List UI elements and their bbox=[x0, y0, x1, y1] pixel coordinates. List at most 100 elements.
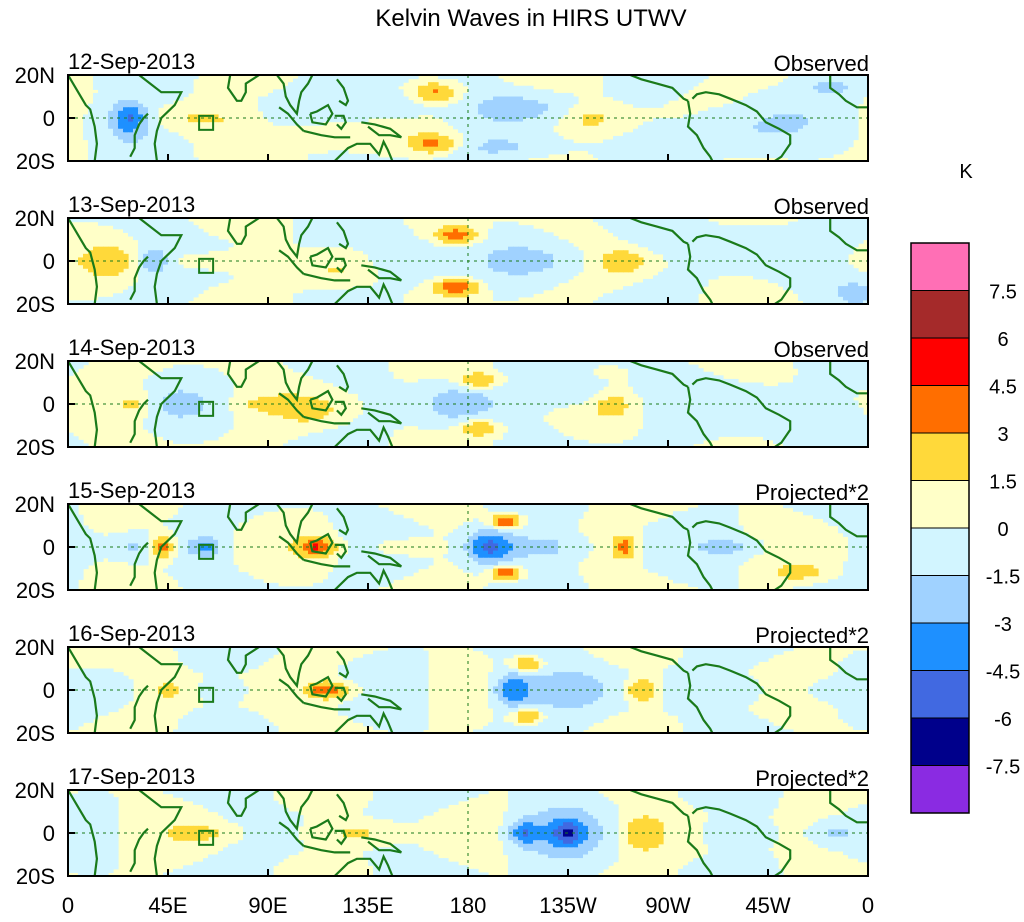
anomaly-cell bbox=[453, 228, 459, 233]
anomaly-cell bbox=[833, 261, 839, 266]
anomaly-cell bbox=[623, 157, 629, 161]
anomaly-cell bbox=[518, 246, 524, 251]
anomaly-cell bbox=[608, 261, 614, 266]
anomaly-cell bbox=[523, 243, 529, 248]
anomaly-cell bbox=[418, 246, 424, 251]
anomaly-cell bbox=[823, 146, 829, 151]
anomaly-cell bbox=[338, 118, 344, 123]
anomaly-cell bbox=[628, 100, 634, 105]
anomaly-cell bbox=[723, 121, 729, 126]
anomaly-cell bbox=[98, 221, 104, 226]
anomaly-cell bbox=[683, 261, 689, 266]
anomaly-cell bbox=[78, 257, 84, 262]
anomaly-cell bbox=[328, 78, 334, 83]
anomaly-cell bbox=[658, 228, 664, 233]
anomaly-cell bbox=[513, 153, 519, 159]
anomaly-cell bbox=[153, 239, 159, 244]
anomaly-cell bbox=[638, 282, 644, 287]
anomaly-cell bbox=[398, 300, 404, 304]
anomaly-cell bbox=[143, 103, 149, 108]
anomaly-cell bbox=[398, 257, 404, 262]
anomaly-cell bbox=[663, 92, 669, 98]
anomaly-cell bbox=[408, 243, 414, 248]
anomaly-cell bbox=[578, 146, 584, 151]
anomaly-cell bbox=[178, 268, 184, 273]
anomaly-cell bbox=[643, 139, 649, 144]
anomaly-cell bbox=[503, 261, 509, 266]
anomaly-cell bbox=[518, 114, 524, 119]
anomaly-cell bbox=[658, 300, 664, 304]
anomaly-cell bbox=[493, 364, 499, 369]
anomaly-cell bbox=[333, 150, 339, 155]
anomaly-cell bbox=[698, 264, 704, 269]
anomaly-cell bbox=[698, 146, 704, 151]
anomaly-cell bbox=[508, 264, 514, 269]
anomaly-cell bbox=[128, 232, 134, 237]
anomaly-cell bbox=[523, 114, 529, 119]
anomaly-cell bbox=[668, 268, 674, 273]
anomaly-cell bbox=[673, 85, 679, 90]
anomaly-cell bbox=[778, 282, 784, 287]
anomaly-cell bbox=[408, 275, 414, 280]
anomaly-cell bbox=[708, 253, 714, 259]
anomaly-cell bbox=[178, 293, 184, 298]
anomaly-cell bbox=[533, 235, 539, 241]
anomaly-cell bbox=[723, 232, 729, 237]
anomaly-cell bbox=[148, 257, 154, 262]
anomaly-cell bbox=[728, 110, 734, 116]
anomaly-cell bbox=[193, 246, 199, 251]
anomaly-cell bbox=[688, 132, 694, 137]
anomaly-cell bbox=[818, 110, 824, 116]
anomaly-cell bbox=[308, 85, 314, 90]
anomaly-cell bbox=[368, 221, 374, 226]
anomaly-cell bbox=[653, 300, 659, 304]
anomaly-cell bbox=[483, 82, 489, 87]
anomaly-cell bbox=[648, 282, 654, 287]
anomaly-cell bbox=[393, 293, 399, 298]
anomaly-cell bbox=[853, 268, 859, 273]
anomaly-cell bbox=[558, 253, 564, 259]
anomaly-cell bbox=[118, 139, 124, 144]
anomaly-cell bbox=[683, 143, 689, 148]
anomaly-cell bbox=[483, 239, 489, 244]
anomaly-cell bbox=[158, 143, 164, 148]
anomaly-cell bbox=[573, 100, 579, 105]
anomaly-cell bbox=[688, 271, 694, 276]
anomaly-cell bbox=[528, 268, 534, 273]
anomaly-cell bbox=[658, 361, 664, 366]
anomaly-cell bbox=[138, 221, 144, 226]
anomaly-cell bbox=[608, 82, 614, 87]
anomaly-cell bbox=[123, 261, 129, 266]
anomaly-cell bbox=[708, 139, 714, 144]
anomaly-cell bbox=[203, 118, 209, 123]
anomaly-cell bbox=[358, 243, 364, 248]
anomaly-cell bbox=[383, 228, 389, 233]
anomaly-cell bbox=[508, 221, 514, 226]
anomaly-cell bbox=[783, 118, 789, 123]
anomaly-cell bbox=[813, 135, 819, 141]
anomaly-cell bbox=[708, 125, 714, 130]
anomaly-cell bbox=[358, 300, 364, 304]
anomaly-cell bbox=[168, 85, 174, 90]
anomaly-cell bbox=[798, 235, 804, 241]
anomaly-cell bbox=[353, 82, 359, 87]
anomaly-cell bbox=[803, 143, 809, 148]
anomaly-cell bbox=[108, 250, 114, 255]
anomaly-cell bbox=[698, 121, 704, 126]
anomaly-cell bbox=[643, 282, 649, 287]
anomaly-cell bbox=[708, 235, 714, 241]
anomaly-cell bbox=[363, 293, 369, 298]
anomaly-cell bbox=[138, 82, 144, 87]
anomaly-cell bbox=[183, 271, 189, 276]
anomaly-cell bbox=[593, 143, 599, 148]
anomaly-cell bbox=[338, 103, 344, 108]
anomaly-cell bbox=[538, 278, 544, 284]
anomaly-cell bbox=[398, 246, 404, 251]
anomaly-cell bbox=[533, 286, 539, 291]
anomaly-cell bbox=[713, 125, 719, 130]
anomaly-cell bbox=[793, 75, 799, 80]
anomaly-cell bbox=[808, 114, 814, 119]
anomaly-cell bbox=[793, 125, 799, 130]
anomaly-cell bbox=[528, 100, 534, 105]
anomaly-cell bbox=[653, 92, 659, 98]
